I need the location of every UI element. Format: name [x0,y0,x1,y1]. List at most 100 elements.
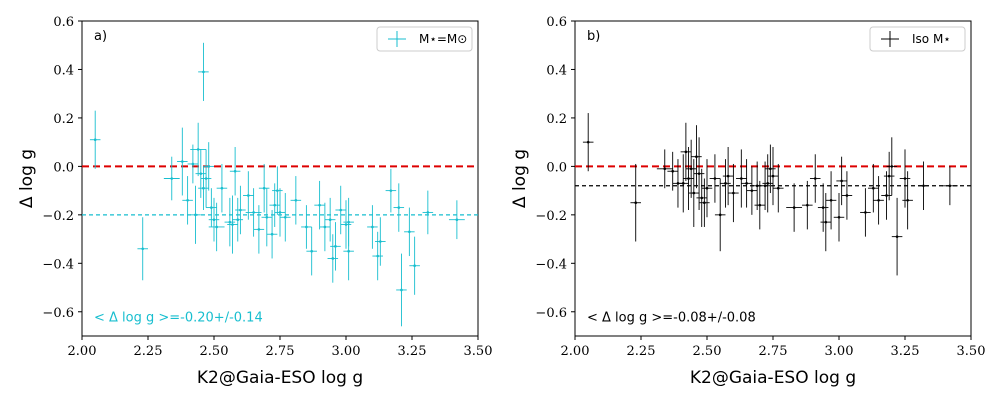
data-point [680,122,692,181]
data-point [182,176,193,225]
data-point [200,149,212,208]
x-tick-label: 2.25 [627,344,656,359]
data-point [216,163,228,213]
data-point [918,161,929,210]
data-point [327,234,339,283]
data-point [891,197,903,276]
data-point [396,253,407,327]
data-point [825,171,837,230]
data-point [696,168,707,227]
data-point [227,195,238,254]
y-tick-label: −0.6 [535,306,567,321]
data-point [375,217,386,266]
data-point [873,176,884,225]
data-point [243,171,254,220]
data-point [868,163,879,213]
x-tick-label: 3.00 [332,344,361,359]
data-point [235,185,246,235]
y-tick-label: −0.4 [42,257,74,272]
x-axis-label: K2@Gaia-ESO log g [690,368,856,388]
data-point [314,180,325,230]
data-point [343,222,354,281]
legend: M⋆=M⊙ [376,26,473,52]
x-tick-label: 2.75 [759,344,788,359]
plot-frame [81,20,479,337]
data-point [656,149,673,189]
data-point [836,156,847,206]
y-tick-label: −0.4 [535,257,567,272]
data-point [820,193,832,252]
data-point [722,147,734,206]
data-point [290,176,302,225]
data-point [137,217,148,281]
data-point [393,183,405,232]
y-tick-label: −0.6 [42,306,74,321]
data-point [802,180,813,230]
data-point [582,113,594,172]
mean-annotation: < Δ log g >=-0.08+/-0.08 [587,311,756,326]
panel-b: 2.00 2.25 2.50 2.75 3.00 3.25 3.50 −0.6 −0.4 −0.2… [510,15,985,388]
data-point [683,147,694,210]
data-point [759,161,771,210]
x-tick-label: 3.50 [464,344,493,359]
y-axis-label: Δ log g [510,149,530,208]
y-tick-label: −0.2 [535,209,567,224]
data-point [941,166,958,206]
data-point [272,166,283,215]
data-point [190,122,207,177]
data-point [630,163,641,242]
data-point [786,183,803,232]
data-point [677,154,689,213]
data-point [404,207,415,257]
data-point [688,159,700,227]
legend-entry: M⋆=M⊙ [419,32,467,46]
data-point [266,210,278,259]
data-point [232,197,244,242]
data-point [746,166,758,215]
data-point [767,147,779,206]
data-point [728,163,739,223]
data-point [208,197,220,242]
data-point [203,142,214,191]
data-point [714,178,726,252]
x-axis-label: K2@Gaia-ESO log g [197,368,363,388]
data-point [372,231,383,281]
data-point [667,151,678,191]
data-point [720,159,731,208]
data-point [261,188,273,247]
data-point [319,202,331,252]
panel-label: a) [94,29,107,44]
data-point [163,156,180,201]
data-point [817,183,829,232]
data-point [306,226,317,276]
data-point [198,42,209,101]
data-point [280,193,291,242]
data-point [902,171,913,230]
data-point [385,168,397,213]
y-tick-label: 0.2 [546,112,567,127]
x-tick-label: 3.50 [957,344,986,359]
data-point [860,188,871,237]
data-point [198,166,209,210]
x-tick-label: 2.75 [266,344,295,359]
data-point [899,149,911,208]
x-tick-label: 3.25 [891,344,920,359]
data-point [409,236,420,295]
data-point [177,127,188,196]
y-tick-label: 0.0 [53,160,74,175]
x-tick-label: 2.00 [561,344,590,359]
data-point [685,139,697,198]
y-axis-label: Δ log g [17,149,37,208]
legend-entry: Iso M⋆ [912,32,951,46]
data-point [89,110,101,169]
data-point [762,154,773,213]
x-tick-label: 2.50 [693,344,722,359]
data-point [422,190,434,235]
data-point [881,171,892,220]
panel-a: 2.00 2.25 2.50 2.75 3.00 3.25 3.50 −0.6 −0.4 −0.2… [17,15,492,388]
data-point [691,125,702,189]
y-tick-label: 0.2 [53,112,74,127]
x-tick-label: 2.50 [200,344,229,359]
data-point [693,137,705,210]
